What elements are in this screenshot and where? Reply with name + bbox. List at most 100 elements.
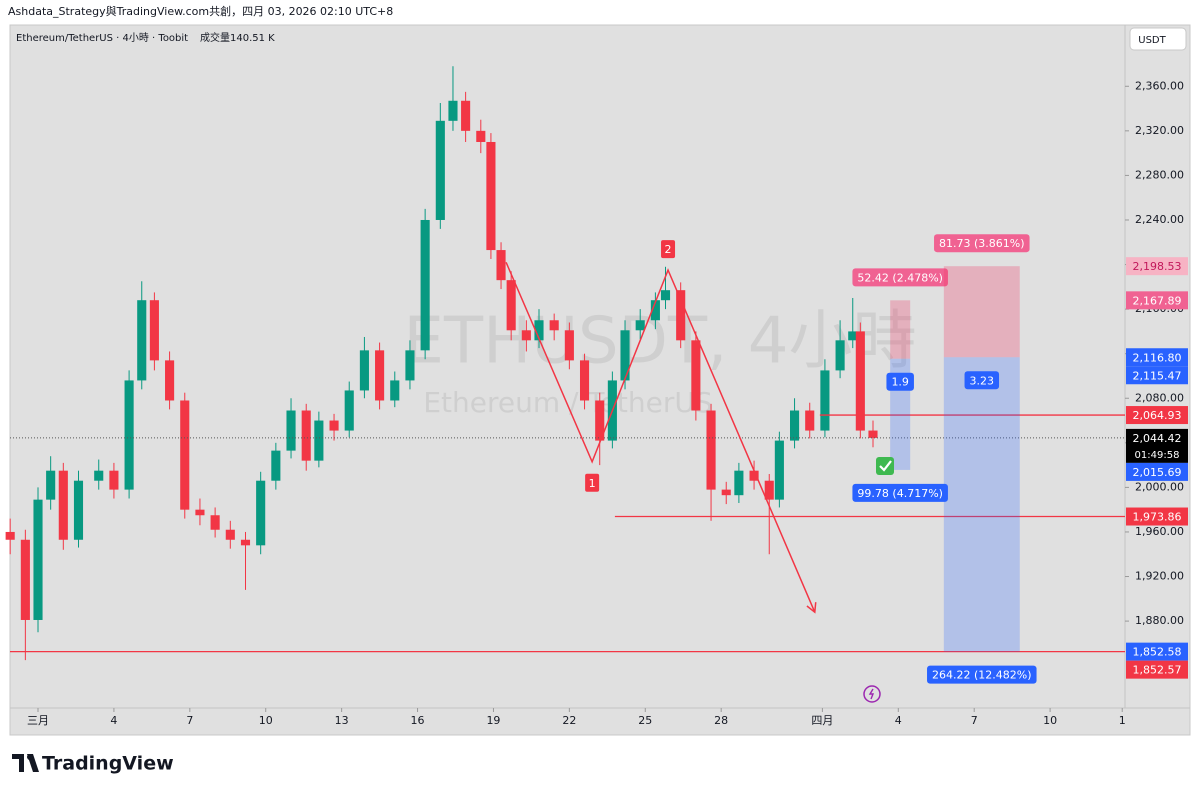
x-tick-label: 22 [562, 714, 576, 727]
candle-body [195, 509, 205, 516]
candle-body [676, 290, 686, 341]
candle-body [210, 515, 220, 530]
y-tick-label: 2,320.00 [1135, 124, 1184, 137]
candle-body [835, 340, 845, 371]
price-label-bg [1126, 642, 1188, 661]
position-label-bg [852, 483, 948, 502]
candle-body [579, 360, 590, 401]
candle-body [256, 480, 266, 546]
price-label: 2,116.80 [1133, 351, 1182, 364]
x-tick-label: 10 [1043, 714, 1057, 727]
y-tick-label: 2,360.00 [1135, 79, 1184, 92]
candle-body [58, 470, 68, 540]
alert-bolt [868, 688, 875, 700]
candle-body [749, 470, 759, 481]
candle-body [301, 410, 311, 461]
candle-body [734, 470, 744, 496]
x-tick-label: 10 [259, 714, 273, 727]
check-mark [879, 460, 892, 472]
candle-body [20, 539, 30, 620]
zigzag-line [505, 262, 816, 613]
currency-label[interactable]: USDT [1138, 35, 1166, 46]
x-tick-label: 28 [714, 714, 728, 727]
position-label-bg [886, 372, 914, 391]
position-label: 264.22 (12.482%) [932, 669, 1032, 682]
candle-body [137, 300, 147, 381]
candle-body [73, 480, 84, 540]
candle-body [435, 120, 445, 220]
candle-body [359, 350, 369, 391]
x-tick-label: 7 [971, 714, 978, 727]
y-tick-label: 2,080.00 [1135, 391, 1184, 404]
candle-body [314, 420, 324, 461]
candle-body [46, 470, 56, 500]
target-zone [943, 357, 1020, 652]
candle-body [506, 280, 516, 331]
candle-body [848, 331, 858, 341]
stop-zone [890, 300, 911, 359]
candle-body [405, 350, 415, 381]
price-label-bg [1126, 291, 1188, 310]
point-label: 1 [589, 477, 596, 490]
candle-body [691, 340, 701, 411]
candle-body [225, 529, 235, 540]
x-tick-label: 19 [486, 714, 500, 727]
candle-body [706, 410, 716, 490]
candle-body [448, 100, 458, 121]
candle-body [94, 470, 104, 481]
candle-body [564, 330, 574, 361]
y-tick-label: 1,880.00 [1135, 614, 1184, 627]
arrow-head [806, 602, 817, 614]
y-tick-label: 2,000.00 [1135, 480, 1184, 493]
alert-icon[interactable] [863, 685, 881, 703]
price-label-bg [1126, 366, 1188, 385]
candle-body [496, 250, 506, 281]
position-label-bg [964, 371, 1000, 390]
price-label-bg [1126, 462, 1188, 481]
countdown: 01:49:58 [1135, 450, 1180, 461]
candle-body [549, 320, 559, 331]
x-tick-label: 四月 [811, 714, 833, 727]
price-label-bg [1126, 348, 1188, 367]
candle-body [764, 480, 774, 500]
candle-body [805, 410, 815, 431]
caption: Ashdata_Strategy與TradingView.com共創，四月 03… [8, 4, 393, 18]
x-tick-label: 4 [895, 714, 902, 727]
position-label: 81.73 (3.861%) [939, 237, 1025, 250]
candle-body [109, 470, 119, 490]
position-label-bg [852, 268, 948, 287]
candle-body [390, 380, 400, 401]
candle-body [165, 360, 175, 401]
y-tick-label: 1,920.00 [1135, 570, 1184, 583]
candle-body [344, 390, 354, 431]
position-label: 52.42 (2.478%) [857, 271, 943, 284]
price-label-bg [1126, 406, 1188, 425]
position-label: 99.78 (4.717%) [857, 487, 943, 500]
candle-body [271, 450, 281, 481]
currency-button[interactable] [1129, 27, 1187, 51]
price-label-bg [1126, 257, 1188, 276]
candle-body [486, 141, 496, 251]
candle-body [635, 320, 645, 331]
x-tick-label: 4 [110, 714, 117, 727]
price-label: 2,015.69 [1133, 466, 1182, 479]
price-label: 2,167.89 [1133, 294, 1182, 307]
candle-body [721, 489, 731, 496]
price-label-bg [1126, 507, 1188, 526]
candle-body [149, 300, 159, 361]
candle-body [329, 420, 339, 431]
point-label: 2 [665, 243, 672, 256]
y-tick-label: 2,280.00 [1135, 168, 1184, 181]
candle-body [420, 219, 430, 351]
price-label: 1,852.57 [1133, 664, 1182, 677]
position-label: 3.23 [970, 374, 995, 387]
candle-body [595, 400, 605, 441]
position-label: 1.9 [891, 376, 909, 389]
candle-body [286, 410, 296, 451]
logo-text: TradingView [42, 753, 174, 775]
price-label: 2,198.53 [1133, 260, 1182, 273]
candle-body [789, 410, 800, 441]
price-label: 1,852.58 [1133, 646, 1182, 659]
stop-zone [943, 266, 1020, 358]
